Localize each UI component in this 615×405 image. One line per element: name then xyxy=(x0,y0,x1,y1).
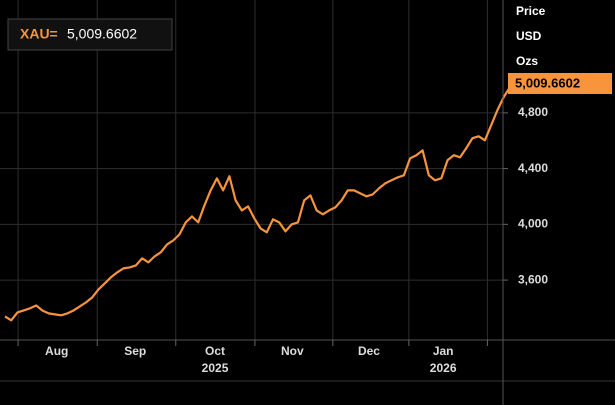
instrument-label: XAU= xyxy=(20,26,58,42)
axis-title: Ozs xyxy=(516,54,538,68)
x-tick-label: Sep xyxy=(124,344,146,358)
year-label: 2026 xyxy=(430,361,457,375)
last-value-box xyxy=(508,73,612,94)
last-value-label: 5,009.6602 xyxy=(67,26,137,42)
x-tick-label: Jan xyxy=(433,344,454,358)
axis-title: USD xyxy=(516,29,542,43)
y-tick-label: 3,600 xyxy=(518,272,548,286)
x-tick-label: Oct xyxy=(205,344,225,358)
x-tick-label: Dec xyxy=(358,344,380,358)
price-line xyxy=(4,79,523,322)
y-tick-label: 4,000 xyxy=(518,217,548,231)
x-tick-label: Nov xyxy=(281,344,304,358)
last-value-axis-label: 5,009.6602 xyxy=(515,75,580,90)
axis-title: Price xyxy=(516,4,546,18)
x-tick-label: Aug xyxy=(45,344,68,358)
info-box xyxy=(7,18,173,51)
y-tick-label: 4,800 xyxy=(518,105,548,119)
y-tick-label: 4,400 xyxy=(518,161,548,175)
year-label: 2025 xyxy=(202,361,229,375)
